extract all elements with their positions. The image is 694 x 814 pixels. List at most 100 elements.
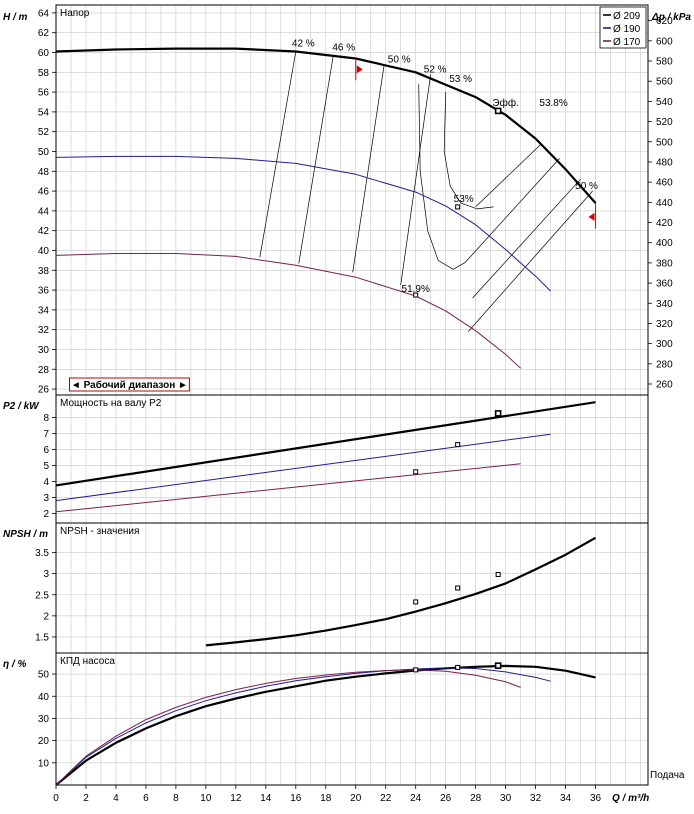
- data-point: [413, 292, 419, 298]
- y2-tick-label: 320: [656, 319, 673, 330]
- x-tick-label: 26: [440, 793, 452, 804]
- y-tick-label: 48: [38, 167, 50, 178]
- x-tick-label: 6: [143, 793, 149, 804]
- x-axis-note: Подача: [650, 770, 685, 781]
- y2-tick-label: 380: [656, 258, 673, 269]
- x-tick-label: 14: [260, 793, 272, 804]
- x-tick-label: 20: [350, 793, 362, 804]
- panel-title: Мощность на валу P2: [60, 398, 162, 409]
- legend-item: Ø 170: [613, 37, 641, 48]
- y-axis-label: P2 / kW: [3, 401, 40, 412]
- y-tick-label: 40: [38, 246, 50, 257]
- panel-power: 2 3 4 5 6 7 8P2 / kW Мощность на валу P2: [3, 394, 649, 524]
- operating-range-box: [68, 377, 190, 392]
- y-tick-label: 64: [38, 8, 50, 19]
- series-line: [55, 664, 596, 786]
- y-tick-label: 30: [38, 345, 50, 356]
- x-tick-label: 30: [500, 793, 512, 804]
- efficiency-iso-line: [475, 143, 542, 208]
- efficiency-iso-line: [352, 64, 385, 273]
- y-tick-label: 58: [38, 68, 50, 79]
- y2-tick-label: 620: [656, 16, 673, 27]
- y-tick-label: 60: [38, 48, 50, 59]
- x-tick-label: 32: [530, 793, 542, 804]
- x-tick-label: 16: [290, 793, 302, 804]
- data-point: [494, 662, 502, 669]
- y2-tick-label: 360: [656, 279, 673, 290]
- y-tick-label: 40: [38, 692, 50, 703]
- x-tick-label: 28: [470, 793, 482, 804]
- data-point: [413, 667, 419, 673]
- data-point: [494, 410, 502, 417]
- y-tick-label: 28: [38, 365, 50, 376]
- annotation: 53%: [454, 194, 474, 205]
- y-tick-label: 3: [43, 493, 49, 504]
- y-tick-label: 5: [43, 461, 49, 472]
- data-point: [455, 585, 461, 591]
- panel-title: КПД насоса: [60, 656, 115, 667]
- y-tick-label: 2: [43, 509, 49, 520]
- annotation: 51.9%: [402, 284, 430, 295]
- y-tick-label: 3: [43, 569, 49, 580]
- data-point: [455, 442, 461, 448]
- x-tick-label: 10: [200, 793, 212, 804]
- y-tick-label: 8: [43, 413, 49, 424]
- x-tick-label: 24: [410, 793, 422, 804]
- operating-range-label: ◄ Рабочий диапазон ►: [71, 379, 188, 391]
- y2-tick-label: 540: [656, 97, 673, 108]
- y-tick-label: 38: [38, 266, 50, 277]
- panel-head: 260 280 300 320 340 360 380 400 420 440 460 480 500 5…: [3, 4, 691, 396]
- efficiency-iso-curve: [443, 92, 494, 210]
- series-line: [55, 155, 551, 292]
- annotation: 42 %: [292, 39, 315, 50]
- legend: Ø 209 Ø 190 Ø 170: [599, 6, 647, 49]
- data-point: [495, 571, 501, 577]
- y-tick-label: 50: [38, 670, 50, 681]
- data-point: [455, 664, 461, 670]
- y2-tick-label: 460: [656, 178, 673, 189]
- y-tick-label: 34: [38, 305, 50, 316]
- x-axis: 0 2 4 6 8 10 12 14 16 18 20 22 24 26 28 30 32 34 36 Q / m³/…: [53, 770, 685, 804]
- y-axis-label: NPSH / m: [3, 529, 48, 540]
- panel-frame: [55, 4, 649, 396]
- y2-axis-label: Δp / kPa: [651, 12, 691, 23]
- legend-item: Ø 209: [613, 11, 641, 22]
- panel-frame: [55, 394, 649, 524]
- annotation: 53.8%: [539, 98, 567, 109]
- panel-title: Напор: [60, 8, 90, 19]
- series-line: [55, 669, 521, 786]
- y-tick-label: 46: [38, 187, 50, 198]
- y-tick-label: 32: [38, 325, 50, 336]
- panel-frame: [55, 652, 649, 786]
- y2-tick-label: 280: [656, 359, 673, 370]
- x-axis-label: Q / m³/h: [612, 793, 649, 804]
- efficiency-iso-line: [464, 158, 560, 263]
- y-tick-label: 54: [38, 107, 50, 118]
- efficiency-iso-line: [472, 178, 581, 299]
- x-tick-label: 34: [560, 793, 572, 804]
- x-tick-label: 36: [590, 793, 602, 804]
- annotation: 46 %: [332, 43, 355, 54]
- y2-tick-label: 340: [656, 299, 673, 310]
- series-line: [55, 253, 521, 369]
- y-tick-label: 1.5: [35, 632, 49, 643]
- x-tick-label: 22: [380, 793, 392, 804]
- efficiency-iso-line: [259, 51, 297, 258]
- y-tick-label: 6: [43, 445, 49, 456]
- y2-tick-label: 600: [656, 36, 673, 47]
- series-line: [55, 667, 551, 786]
- panel-title: NPSH - значения: [60, 526, 139, 537]
- x-tick-label: 4: [113, 793, 119, 804]
- y-tick-label: 3.5: [35, 548, 49, 559]
- series-line: [205, 536, 597, 647]
- data-point: [494, 107, 502, 115]
- y2-tick-label: 300: [656, 339, 673, 350]
- y-tick-label: 7: [43, 429, 49, 440]
- series-line: [55, 401, 596, 487]
- y-tick-label: 26: [38, 385, 50, 396]
- y2-tick-label: 520: [656, 117, 673, 128]
- data-point: [455, 204, 461, 210]
- y-axis-label: H / m: [3, 12, 28, 23]
- efficiency-iso-line: [298, 55, 334, 264]
